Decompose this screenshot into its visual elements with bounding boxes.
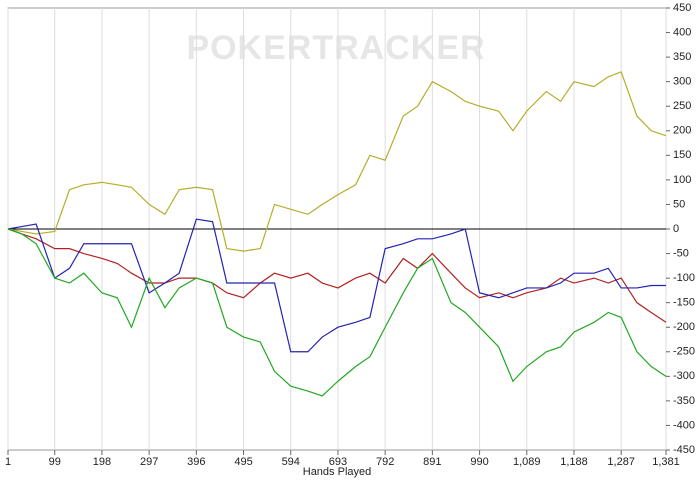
y-tick-label: 300 [673, 76, 691, 88]
y-tick-label: -350 [673, 395, 695, 407]
x-tick-label: 594 [282, 456, 300, 468]
x-tick-label: 198 [93, 456, 111, 468]
x-tick-label: 495 [234, 456, 252, 468]
x-tick-label: 990 [470, 456, 488, 468]
x-tick-label: 1,381 [652, 456, 680, 468]
series-line [7, 218, 666, 353]
y-tick-label: -400 [673, 419, 695, 431]
x-tick-label: 99 [49, 456, 61, 468]
y-tick-label: -150 [673, 297, 695, 309]
y-tick-label: -450 [673, 444, 695, 456]
x-tick-label: 1 [5, 456, 11, 468]
x-tick-label: 1,188 [560, 456, 588, 468]
y-tick-label: 250 [673, 100, 691, 112]
y-tick-label: 150 [673, 149, 691, 161]
x-tick-label: 891 [423, 456, 441, 468]
x-tick-label: 1,089 [513, 456, 541, 468]
x-tick-label: 792 [376, 456, 394, 468]
series-line [7, 71, 667, 252]
watermark: POKERTRACKER [186, 29, 485, 67]
y-tick-label: -50 [673, 247, 689, 259]
y-tick-label: -100 [673, 272, 695, 284]
y-tick-label: 200 [673, 125, 691, 137]
y-tick-label: -200 [673, 321, 695, 333]
y-tick-label: 0 [673, 223, 679, 235]
y-tick-label: -250 [673, 346, 695, 358]
series-line [7, 228, 667, 397]
x-tick-label: 693 [329, 456, 347, 468]
y-tick-label: -300 [673, 370, 695, 382]
y-tick-label: 400 [673, 26, 691, 38]
x-tick-label: 396 [187, 456, 205, 468]
y-tick-label: 100 [673, 174, 691, 186]
x-tick-label: 297 [140, 456, 158, 468]
x-tick-label: 1,287 [607, 456, 635, 468]
y-tick-label: 350 [673, 51, 691, 63]
y-tick-label: 50 [673, 198, 685, 210]
y-tick-label: 450 [673, 2, 691, 14]
x-axis-title: Hands Played [303, 466, 372, 478]
series-line [7, 228, 667, 323]
